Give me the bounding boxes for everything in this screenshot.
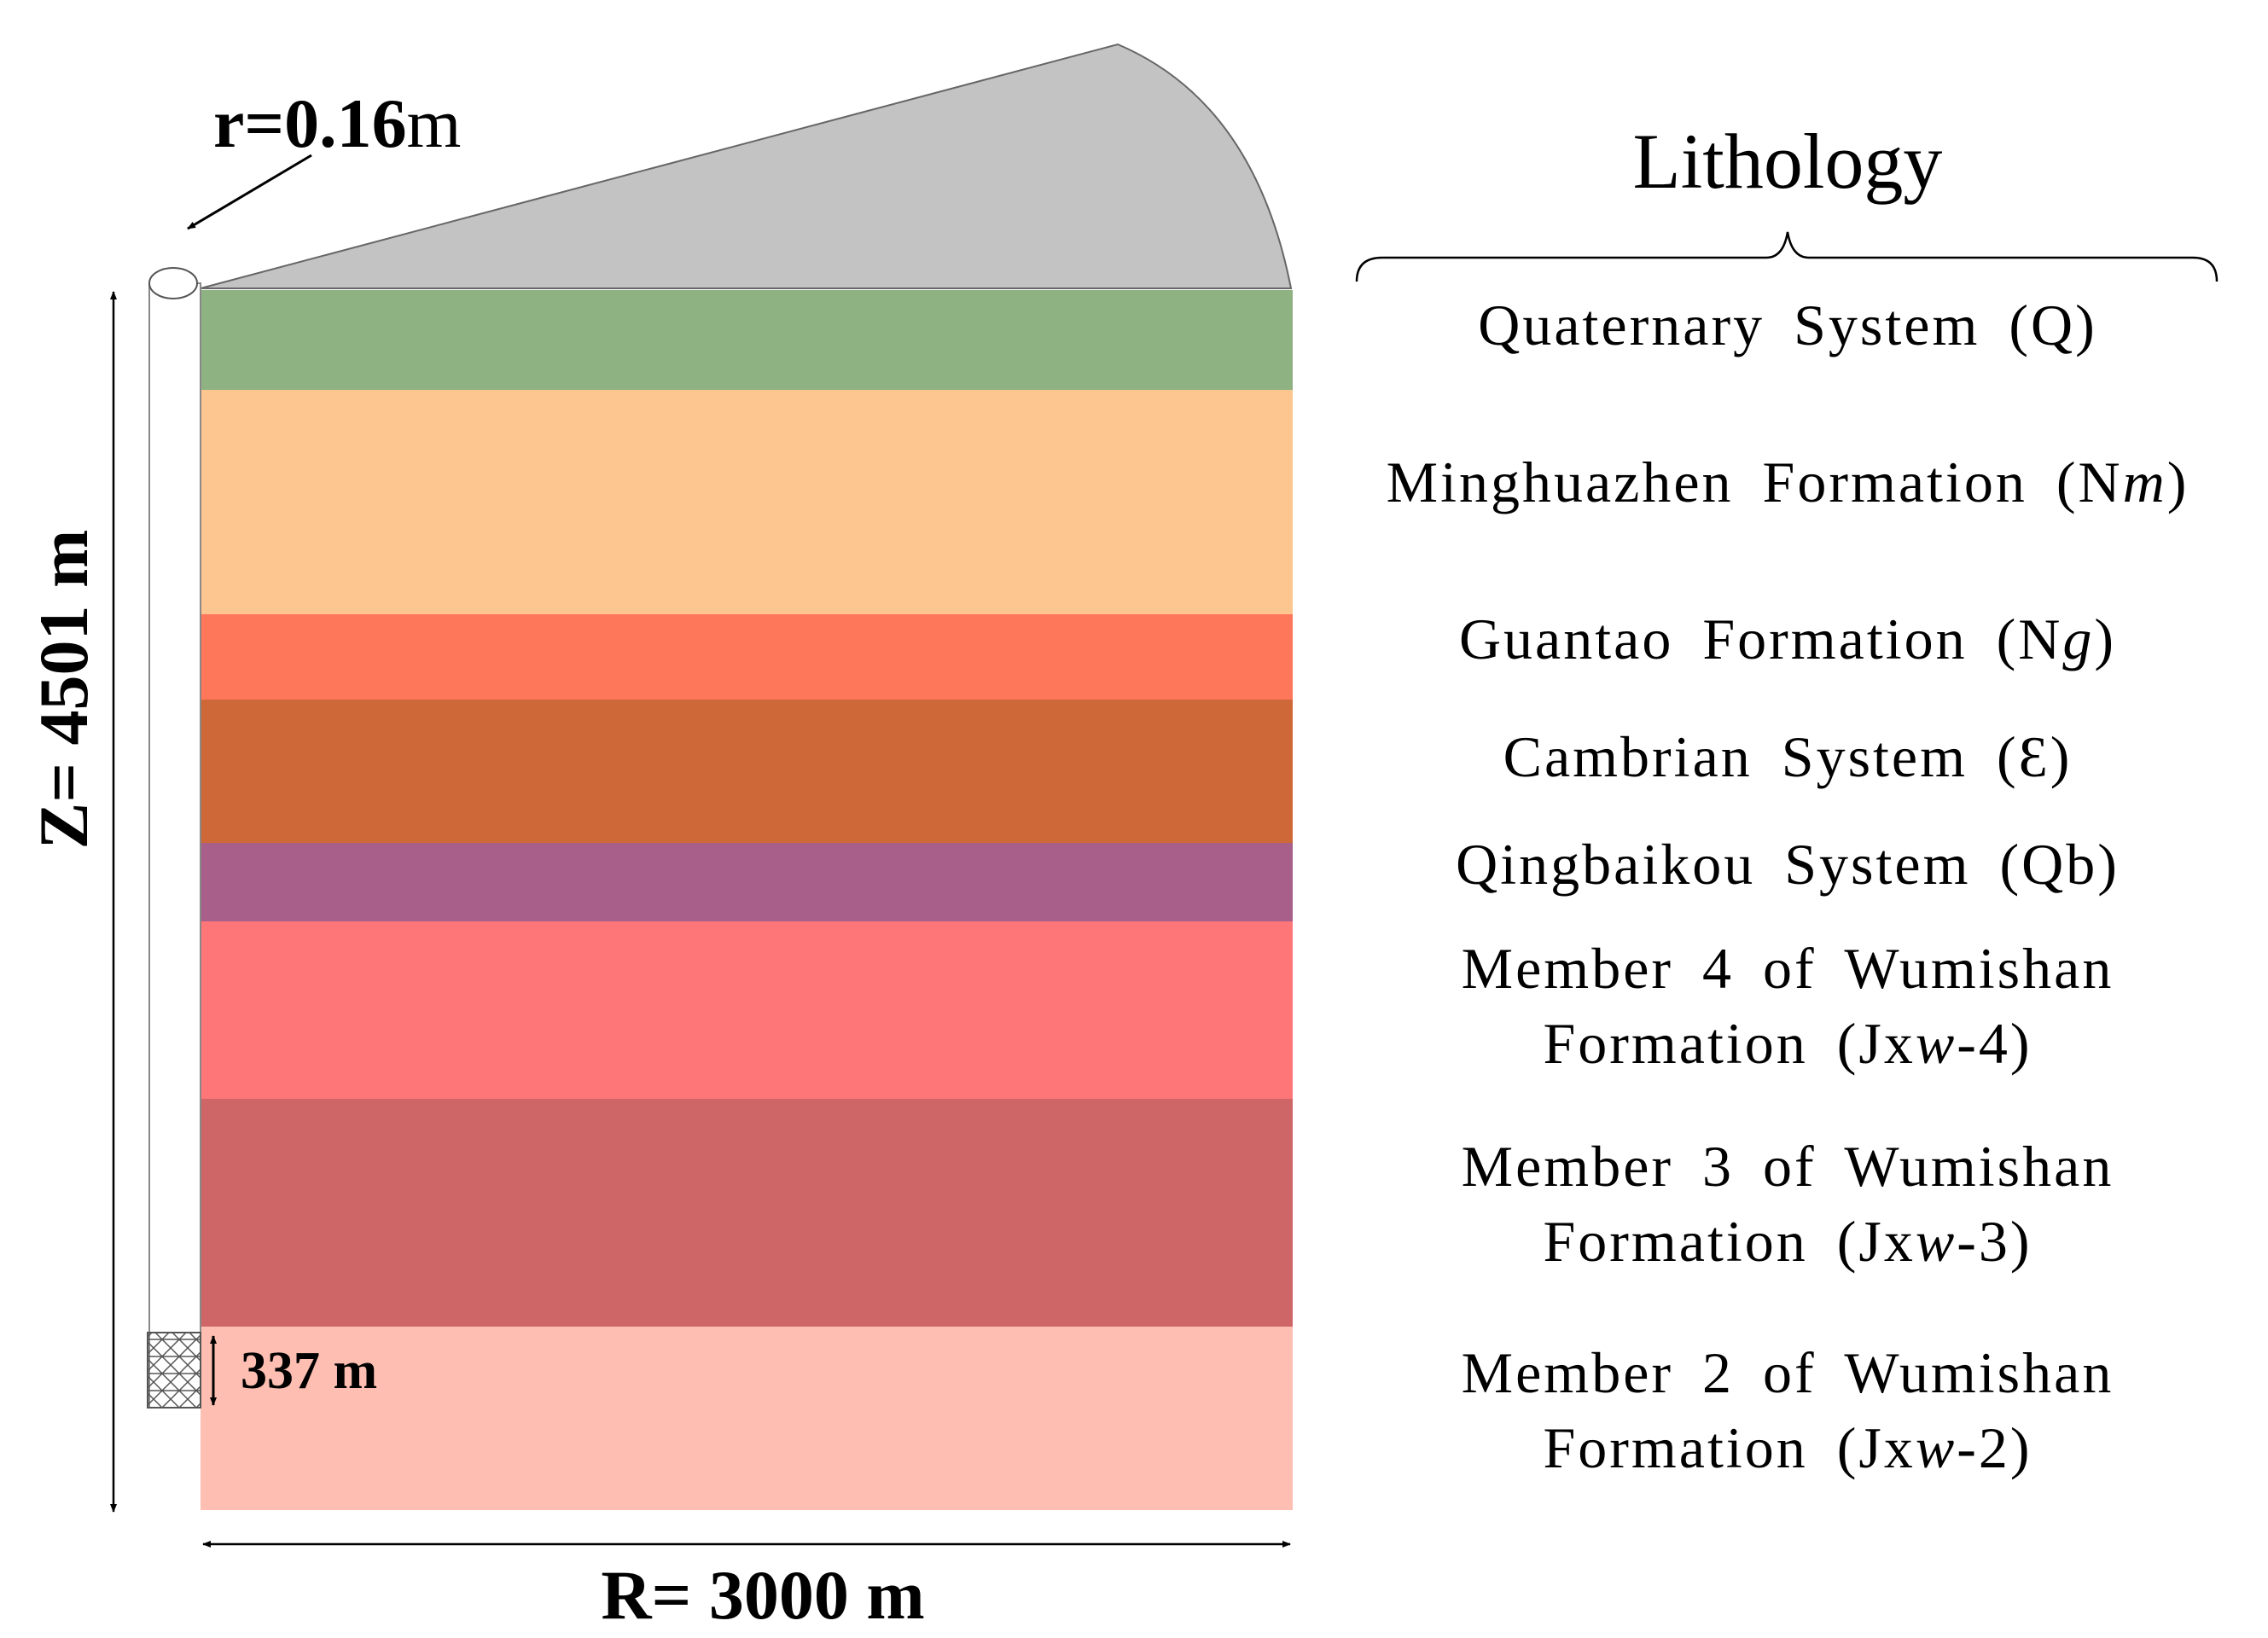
reservoir-section-mesh: [147, 1332, 201, 1409]
lithology-label-jxw3-line2: Formation (Jxw-3): [1543, 1209, 2032, 1274]
layer-band-nm: [201, 390, 1293, 614]
lithology-labels: Quaternary System (Q) Minghuazhen Formati…: [1387, 293, 2189, 1480]
lithology-label-jxw4-line1: Member 4 of Wumishan: [1462, 936, 2114, 1001]
lithology-label-jxw2-line2: Formation (Jxw-2): [1543, 1415, 2032, 1480]
lithology-label-ng: Guantao Formation (Ng): [1459, 607, 2116, 671]
layer-band-qb: [201, 843, 1293, 921]
layer-band-ng: [201, 614, 1293, 700]
layer-band-q: [201, 290, 1293, 390]
radius-label-value: 0.16: [284, 84, 407, 162]
radial-wedge-top: [200, 43, 1293, 289]
lithology-label-jxw2-line1: Member 2 of Wumishan: [1462, 1340, 2114, 1405]
layer-band-jxw2: [201, 1327, 1293, 1510]
lithology-label-jxw4-line2: Formation (Jxw-4): [1543, 1011, 2032, 1076]
radius-label-prefix: r=: [213, 84, 284, 162]
wellbore-top-ellipse: [148, 267, 198, 299]
layer-band-jxw3: [201, 1099, 1293, 1327]
radius-label: r=0.16m: [213, 84, 461, 162]
lithology-heading: Lithology: [1633, 118, 1943, 205]
width-label: R= 3000 m: [601, 1556, 924, 1634]
radius-label-unit: m: [407, 84, 462, 162]
lithology-label-cambrian: Cambrian System (Ɛ): [1503, 724, 2073, 789]
layer-band-jxw4: [201, 921, 1293, 1099]
radius-pointer-arrow: [187, 154, 312, 230]
layer-band-cambrian: [201, 700, 1293, 843]
wellbore-column: [148, 282, 201, 1409]
lithology-label-q: Quaternary System (Q): [1478, 293, 2096, 357]
lithology-label-nm: Minghuazhen Formation (Nm): [1387, 450, 2189, 514]
depth-label: Z= 4501 m: [25, 530, 102, 850]
lithology-label-jxw3-line1: Member 3 of Wumishan: [1462, 1134, 2114, 1199]
lithology-brace: [1355, 231, 2219, 282]
formation-layers: [201, 290, 1293, 1510]
lithology-label-qb: Qingbaikou System (Qb): [1456, 832, 2120, 897]
reservoir-thickness-label: 337 m: [241, 1342, 377, 1400]
